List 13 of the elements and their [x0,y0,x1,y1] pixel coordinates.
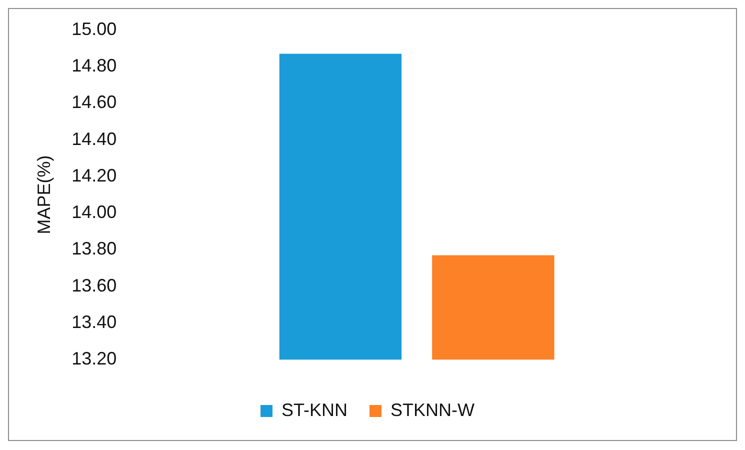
y-tick-label: 13.20 [72,348,117,369]
y-tick-label: 13.60 [72,275,117,296]
y-tick-label: 14.80 [72,56,117,76]
y-tick-label: 14.60 [72,92,117,112]
legend-label: STKNN-W [390,400,475,420]
y-tick-label: 14.40 [72,128,117,149]
y-axis-title: MAPE(%) [34,155,54,234]
y-tick-label: 14.20 [72,165,117,186]
y-tick-label: 15.00 [72,18,117,39]
legend-label: ST-KNN [282,400,348,420]
y-tick-label: 13.80 [72,238,117,259]
y-tick-label: 13.40 [72,312,117,332]
y-tick-label: 14.00 [72,202,117,222]
